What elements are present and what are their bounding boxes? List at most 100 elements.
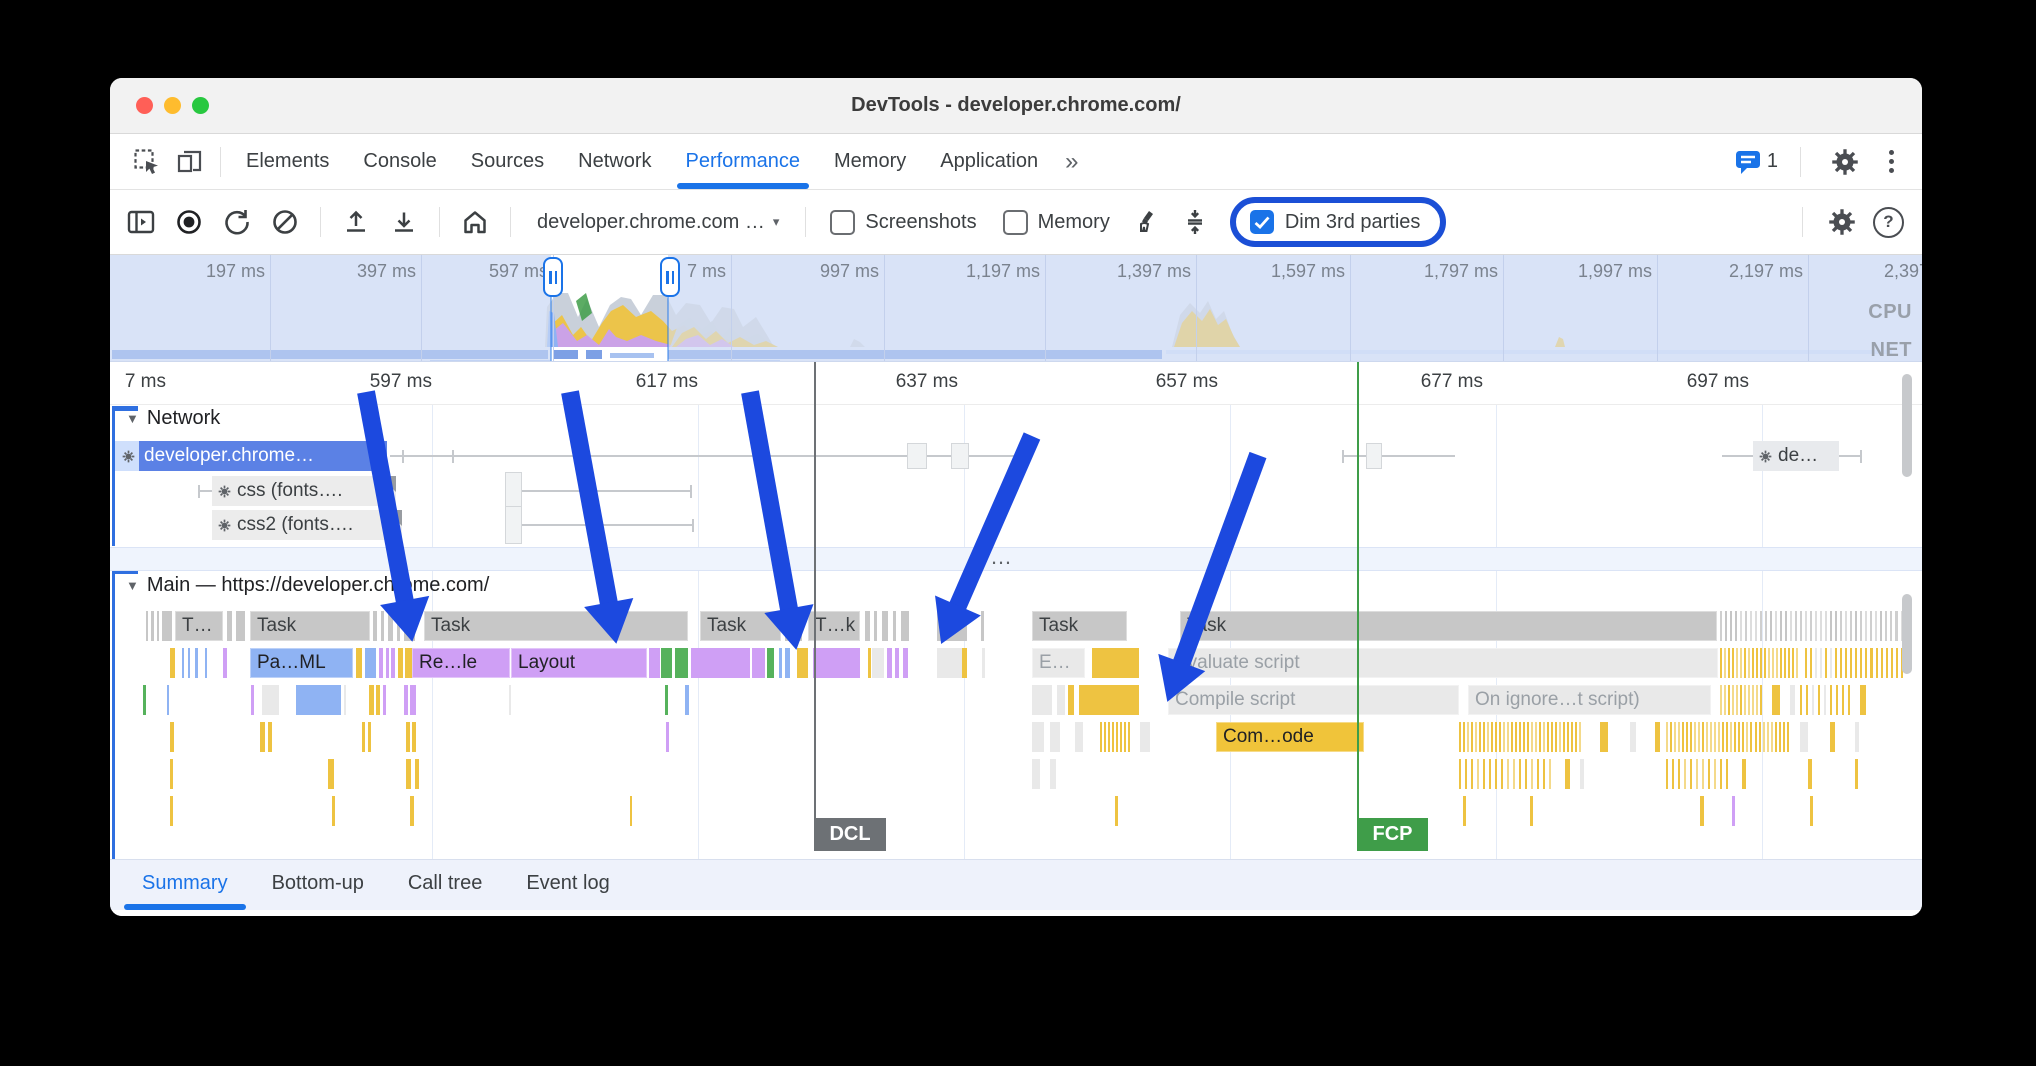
flame-bar[interactable]: Re…le bbox=[412, 648, 510, 678]
clear-icon[interactable] bbox=[264, 201, 306, 243]
record-icon[interactable] bbox=[168, 201, 210, 243]
network-request[interactable]: css (fonts…. bbox=[212, 476, 396, 506]
flame-stripe bbox=[1124, 722, 1126, 752]
tab-console[interactable]: Console bbox=[363, 150, 437, 172]
request-whisker-line bbox=[522, 490, 690, 492]
flame-stripe bbox=[1720, 648, 1722, 678]
flame-stripe bbox=[1499, 722, 1501, 752]
flame-stripe bbox=[1875, 611, 1877, 641]
toggle-sidebar-icon[interactable] bbox=[120, 201, 162, 243]
memory-checkbox[interactable]: Memory bbox=[993, 209, 1120, 235]
help-icon[interactable]: ? bbox=[1873, 206, 1904, 238]
network-request[interactable]: css2 (fonts…. bbox=[212, 510, 402, 540]
capture-settings-gear-icon[interactable] bbox=[1821, 201, 1863, 243]
flame-stripe bbox=[1108, 722, 1110, 752]
flame-stripe bbox=[1760, 685, 1762, 715]
flame-bar[interactable]: Layout bbox=[511, 648, 647, 678]
home-icon[interactable] bbox=[454, 201, 496, 243]
kebab-menu-icon[interactable] bbox=[1881, 150, 1902, 173]
screenshots-checkbox[interactable]: Screenshots bbox=[820, 209, 986, 235]
network-section-header[interactable]: ▼ Network bbox=[126, 407, 220, 430]
bottom-tab-summary[interactable]: Summary bbox=[120, 860, 250, 910]
tab-elements[interactable]: Elements bbox=[246, 150, 330, 172]
flame-sliver bbox=[1050, 722, 1060, 752]
marker-label-dcl: DCL bbox=[814, 818, 886, 851]
flame-sliver bbox=[170, 722, 174, 752]
flame-bar[interactable]: T…k bbox=[808, 611, 860, 641]
bottom-tab-event-log[interactable]: Event log bbox=[526, 872, 610, 894]
network-request[interactable]: de… bbox=[1753, 441, 1839, 471]
triangle-down-icon: ▼ bbox=[126, 578, 139, 593]
network-request-selected[interactable]: developer.chrome… bbox=[112, 441, 387, 471]
selection-handle-right[interactable] bbox=[660, 257, 680, 297]
device-toolbar-icon[interactable] bbox=[170, 142, 210, 182]
flame-stripe bbox=[1495, 722, 1497, 752]
garbage-collect-brush-icon[interactable] bbox=[1126, 201, 1168, 243]
flame-bar[interactable]: Task bbox=[250, 611, 370, 641]
flame-sliver bbox=[1050, 759, 1056, 789]
flame-sliver bbox=[1057, 685, 1065, 715]
tab-memory[interactable]: Memory bbox=[834, 150, 907, 172]
request-whisker-tick bbox=[692, 519, 694, 532]
issues-button[interactable]: 1 bbox=[1735, 149, 1778, 175]
flame-stripe bbox=[1886, 648, 1888, 678]
flame-bar[interactable]: T… bbox=[175, 611, 223, 641]
selection-handle-left[interactable] bbox=[543, 257, 563, 297]
flame-bar[interactable]: Com…ode bbox=[1216, 722, 1364, 752]
bottom-tab-call-tree[interactable]: Call tree bbox=[407, 872, 483, 894]
collapsed-tracks-divider[interactable]: … bbox=[110, 544, 1922, 571]
ruler-tick-label: 617 ms bbox=[635, 371, 698, 392]
tab-network[interactable]: Network bbox=[578, 150, 652, 172]
flame-bar[interactable]: Evaluate script bbox=[1168, 648, 1718, 678]
timeline-overview[interactable]: 197 ms 397 ms 597 ms 7 ms 997 ms 1,197 ms 1,39… bbox=[110, 255, 1922, 362]
close-window-button[interactable] bbox=[136, 97, 153, 114]
network-scrollbar-thumb[interactable] bbox=[1902, 374, 1912, 477]
flame-sliver bbox=[182, 648, 184, 678]
tab-performance[interactable]: Performance bbox=[669, 134, 818, 189]
flame-bar[interactable]: Pa…ML bbox=[250, 648, 353, 678]
minimize-window-button[interactable] bbox=[164, 97, 181, 114]
inspect-element-icon[interactable] bbox=[126, 142, 166, 182]
main-scrollbar-thumb[interactable] bbox=[1902, 594, 1912, 674]
flame-stripe bbox=[1795, 611, 1797, 641]
flame-stripe bbox=[1567, 722, 1569, 752]
record-and-reload-icon[interactable] bbox=[216, 201, 258, 243]
main-section-header[interactable]: ▼ Main — https://developer.chrome.com/ bbox=[126, 574, 489, 597]
overview-tick-label: 397 ms bbox=[356, 261, 416, 281]
flame-sliver bbox=[146, 611, 148, 641]
flame-sliver bbox=[1772, 685, 1780, 715]
zoom-window-button[interactable] bbox=[192, 97, 209, 114]
tab-sources[interactable]: Sources bbox=[470, 150, 545, 172]
flame-stripe bbox=[1820, 648, 1822, 678]
flame-bar[interactable]: Task bbox=[424, 611, 688, 641]
settings-gear-icon[interactable] bbox=[1825, 142, 1865, 182]
more-tabs-icon[interactable]: » bbox=[1065, 147, 1079, 175]
flame-sliver bbox=[1855, 722, 1859, 752]
flame-bar[interactable]: Task bbox=[1180, 611, 1717, 641]
flame-stripe bbox=[1835, 611, 1837, 641]
flame-sliver bbox=[903, 648, 908, 678]
flame-bar[interactable]: Compile script bbox=[1168, 685, 1459, 715]
download-profile-icon[interactable] bbox=[383, 201, 425, 243]
bottom-tab-bottom-up[interactable]: Bottom-up bbox=[271, 872, 364, 894]
upload-profile-icon[interactable] bbox=[335, 201, 377, 243]
request-whisker-line bbox=[1839, 455, 1860, 457]
flame-stripe bbox=[1840, 611, 1842, 641]
flame-stripe bbox=[1736, 685, 1738, 715]
ruler-tick-label: 597 ms bbox=[369, 371, 432, 392]
flame-stripe bbox=[1525, 759, 1527, 789]
flame-bar[interactable]: Task bbox=[700, 611, 781, 641]
flame-sliver bbox=[1790, 685, 1795, 715]
tab-application[interactable]: Application bbox=[940, 150, 1039, 172]
flame-stripe bbox=[1775, 722, 1777, 752]
flame-bar[interactable]: On ignore…t script) bbox=[1468, 685, 1711, 715]
flame-sliver bbox=[381, 611, 384, 641]
flame-stripe bbox=[1745, 611, 1747, 641]
flame-bar[interactable]: Task bbox=[1032, 611, 1127, 641]
collect-garbage-icon[interactable] bbox=[1174, 201, 1216, 243]
flame-stripe bbox=[1748, 648, 1750, 678]
flame-sliver bbox=[1810, 796, 1813, 826]
profile-select[interactable]: developer.chrome.com … ▾ bbox=[525, 211, 791, 234]
dim-3rd-parties-checkbox[interactable]: Dim 3rd parties bbox=[1229, 197, 1447, 247]
flame-bar[interactable]: E… bbox=[1032, 648, 1085, 678]
